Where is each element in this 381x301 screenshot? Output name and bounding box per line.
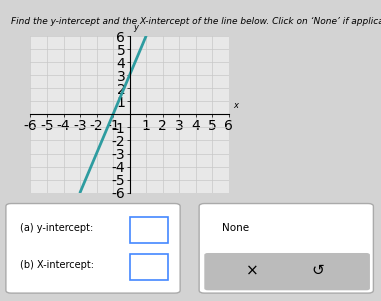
Text: y: y	[133, 23, 138, 32]
FancyBboxPatch shape	[199, 203, 373, 293]
Text: Find the y-intercept and the X-intercept of the line below. Click on ‘None’ if a: Find the y-intercept and the X-intercept…	[11, 17, 381, 26]
FancyBboxPatch shape	[204, 253, 370, 290]
Text: ↺: ↺	[312, 263, 325, 278]
Text: ×: ×	[246, 263, 259, 278]
Text: None: None	[222, 223, 249, 233]
FancyBboxPatch shape	[130, 254, 168, 280]
Text: (b) X-intercept:: (b) X-intercept:	[20, 260, 94, 270]
Text: (a) y-intercept:: (a) y-intercept:	[20, 223, 93, 233]
Text: x: x	[234, 101, 239, 110]
FancyBboxPatch shape	[6, 203, 180, 293]
FancyBboxPatch shape	[130, 217, 168, 243]
